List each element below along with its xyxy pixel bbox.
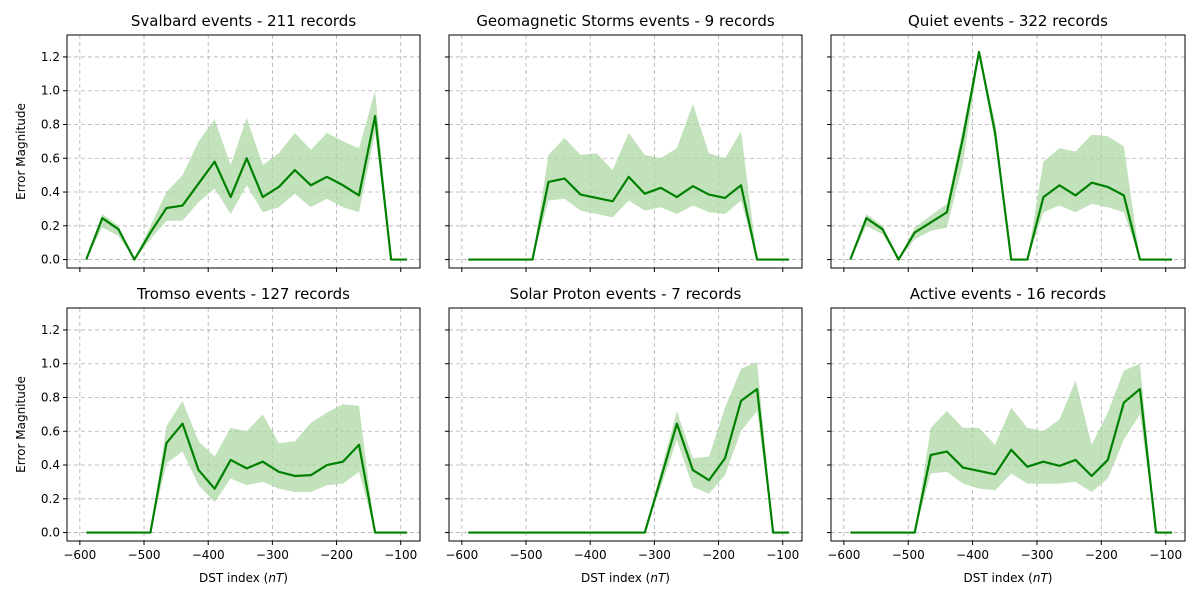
y-tick-label: 0.2 xyxy=(41,492,60,506)
x-axis-label: DST index (nT) xyxy=(199,571,288,585)
subplot-title: Quiet events - 322 records xyxy=(908,12,1108,30)
x-tick-label: −200 xyxy=(702,548,735,562)
error-band xyxy=(86,90,408,260)
error-band xyxy=(468,104,790,260)
x-tick-label: −200 xyxy=(1085,548,1118,562)
subplot-1: 0.0 0.2 0.4 0.6 0.8 1.0 1.2 Svalbard events - 2… xyxy=(14,12,421,272)
y-tick-label: 0.0 xyxy=(41,526,60,540)
y-tick-label: 0.2 xyxy=(41,219,60,233)
subplot-title: Tromso events - 127 records xyxy=(136,285,350,303)
axes-frame xyxy=(66,34,421,269)
x-tick-label: −400 xyxy=(192,548,225,562)
subplot-title: Solar Proton events - 7 records xyxy=(510,285,742,303)
subplot-title: Geomagnetic Storms events - 9 records xyxy=(476,12,775,30)
error-band xyxy=(86,400,408,533)
y-tick-label: 0.6 xyxy=(41,424,60,438)
y-tick-label: 0.4 xyxy=(41,458,60,472)
subplot-2: Geomagnetic Storms events - 9 records xyxy=(445,12,803,272)
x-axis-label: DST index (nT) xyxy=(581,571,670,585)
y-tick-label: 0.0 xyxy=(41,253,60,267)
error-band xyxy=(850,363,1173,533)
y-tick-label: 1.0 xyxy=(41,84,60,98)
axes-frame xyxy=(448,307,803,542)
y-tick-label: 1.2 xyxy=(41,323,60,337)
axes-frame xyxy=(830,307,1186,542)
x-tick-label: −300 xyxy=(638,548,671,562)
subplot-5: −600 −500 −400 −300 −200 −100 Solar Proton eve… xyxy=(445,285,803,585)
subplot-title: Active events - 16 records xyxy=(910,285,1106,303)
subplot-6: −600 −500 −400 −300 −200 −100 Active events - … xyxy=(827,285,1186,585)
axes-frame xyxy=(830,34,1186,269)
y-tick-label: 1.0 xyxy=(41,357,60,371)
axes-frame xyxy=(448,34,803,269)
x-tick-label: −300 xyxy=(1020,548,1053,562)
y-tick-label: 0.4 xyxy=(41,185,60,199)
x-tick-label: −100 xyxy=(766,548,799,562)
y-tick-label: 1.2 xyxy=(41,50,60,64)
x-tick-label: −500 xyxy=(892,548,925,562)
x-tick-label: −500 xyxy=(128,548,161,562)
y-tick-label: 0.8 xyxy=(41,117,60,131)
x-tick-label: −200 xyxy=(320,548,353,562)
subplot-3: Quiet events - 322 records xyxy=(827,12,1186,272)
error-band xyxy=(468,362,790,533)
y-axis-label: Error Magnitude xyxy=(14,103,28,200)
subplot-4: −600 −500 −400 −300 −200 −100 0.0 0.2 0.4 0.6 0.8 1… xyxy=(14,285,421,585)
error-band xyxy=(850,50,1173,260)
y-tick-label: 0.8 xyxy=(41,390,60,404)
axes-frame xyxy=(66,307,421,542)
x-tick-label: −100 xyxy=(384,548,417,562)
x-tick-label: −400 xyxy=(574,548,607,562)
subplot-title: Svalbard events - 211 records xyxy=(131,12,356,30)
y-tick-label: 0.6 xyxy=(41,151,60,165)
x-tick-label: −400 xyxy=(956,548,989,562)
x-tick-label: −600 xyxy=(63,548,96,562)
x-axis-label: DST index (nT) xyxy=(964,571,1053,585)
x-tick-label: −300 xyxy=(256,548,289,562)
x-tick-label: −100 xyxy=(1149,548,1182,562)
x-tick-label: −500 xyxy=(510,548,543,562)
x-tick-label: −600 xyxy=(827,548,860,562)
x-tick-label: −600 xyxy=(445,548,478,562)
y-axis-label: Error Magnitude xyxy=(14,376,28,473)
